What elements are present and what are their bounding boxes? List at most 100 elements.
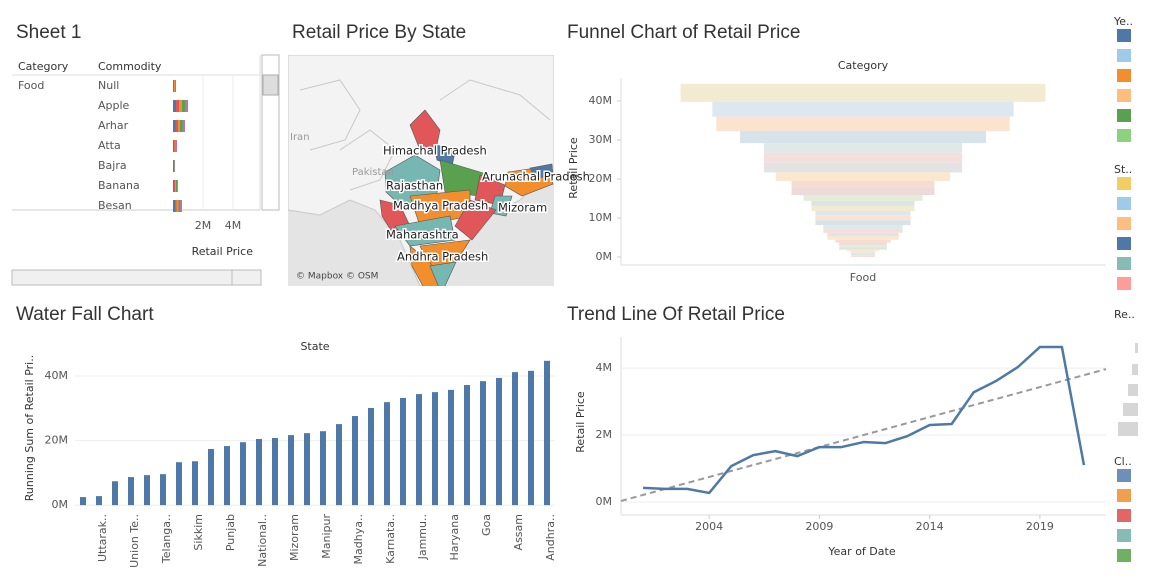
commodity-cell: Null bbox=[98, 79, 119, 92]
bar bbox=[416, 394, 422, 506]
bar bbox=[176, 462, 182, 506]
x-tick-label: 2004 bbox=[695, 520, 723, 533]
y-axis-title: Running Sum of Retail Pri.. bbox=[23, 355, 36, 501]
bar bbox=[400, 397, 406, 506]
x-tick-label: Madhya.. bbox=[352, 514, 365, 564]
bar bbox=[272, 437, 278, 506]
legend-swatch bbox=[1117, 89, 1131, 102]
bar bbox=[173, 200, 182, 212]
bar bbox=[173, 80, 176, 92]
funnel-segment bbox=[791, 180, 935, 188]
column-header: Category bbox=[18, 60, 69, 73]
commodity-cell: Bajra bbox=[98, 159, 127, 172]
funnel-segment bbox=[712, 101, 1014, 117]
map-label: Mizoram bbox=[498, 201, 547, 215]
funnel-segment bbox=[851, 253, 875, 255]
bar bbox=[288, 435, 294, 506]
commodity-cell: Arhar bbox=[98, 119, 129, 132]
x-tick-label: Uttarak.. bbox=[96, 514, 109, 562]
funnel-segment bbox=[763, 162, 963, 173]
category-label: Food bbox=[850, 271, 876, 284]
x-axis-title: Year of Date bbox=[827, 545, 895, 558]
x-tick-label: Andhra.. bbox=[544, 514, 557, 561]
scroll-thumb[interactable] bbox=[262, 74, 279, 96]
y-tick-label: 40M bbox=[589, 94, 613, 107]
funnel-segment bbox=[791, 187, 935, 195]
bar bbox=[160, 474, 166, 506]
bar bbox=[336, 424, 342, 506]
funnel-segment bbox=[823, 225, 903, 229]
map-title: Retail Price By State bbox=[292, 22, 466, 43]
legend-swatch bbox=[1117, 69, 1131, 82]
x-tick-label: Punjab bbox=[224, 514, 237, 551]
x-tick-label: Jammu.. bbox=[416, 514, 429, 560]
bar bbox=[544, 360, 550, 506]
bar bbox=[173, 180, 178, 192]
bar bbox=[320, 431, 326, 506]
x-tick-label: 2019 bbox=[1026, 520, 1054, 533]
x-tick-label: Manipur bbox=[320, 514, 333, 559]
bar bbox=[240, 442, 246, 506]
x-tick-label: Karnata.. bbox=[384, 514, 397, 564]
bar bbox=[173, 100, 188, 112]
legend-swatch bbox=[1117, 129, 1131, 142]
funnel-segment bbox=[827, 232, 899, 237]
legend-title: Ye.. bbox=[1113, 15, 1133, 28]
funnel-segment bbox=[775, 172, 951, 181]
legend-swatch bbox=[1117, 549, 1131, 562]
trend-line bbox=[620, 368, 1107, 502]
x-tick-label: Telanga.. bbox=[160, 514, 173, 564]
y-tick-label: 2M bbox=[596, 428, 613, 441]
x-tick-label: Mizoram bbox=[288, 514, 301, 561]
bar bbox=[496, 377, 502, 506]
funnel-segment bbox=[680, 83, 1046, 102]
map-label: Rajasthan bbox=[386, 179, 443, 193]
line bbox=[642, 345, 1086, 495]
x-tick-label: Sikkim bbox=[192, 514, 205, 551]
bar bbox=[304, 433, 310, 506]
legend-swatch bbox=[1117, 29, 1131, 42]
sheet-title: Sheet 1 bbox=[16, 22, 82, 43]
x-tick-label: National.. bbox=[256, 514, 269, 567]
funnel-segment bbox=[811, 200, 915, 206]
map-label: Himachal Pradesh bbox=[383, 144, 487, 158]
category-cell: Food bbox=[18, 79, 44, 92]
funnel-segment bbox=[803, 194, 923, 201]
funnel-segment bbox=[839, 247, 887, 250]
y-axis-title: Retail Price bbox=[574, 391, 587, 453]
x-tick-label: 4M bbox=[225, 219, 242, 232]
bar bbox=[144, 475, 150, 506]
legend-swatch bbox=[1117, 489, 1131, 502]
bar bbox=[352, 416, 358, 506]
legend-swatch bbox=[1117, 257, 1131, 270]
bar bbox=[112, 481, 118, 506]
bar bbox=[384, 402, 390, 506]
map-label: Arunachal Pradesh bbox=[482, 170, 590, 184]
y-axis-title: Retail Price bbox=[567, 137, 580, 199]
x-tick-label: 2M bbox=[195, 219, 212, 232]
y-tick-label: 20M bbox=[589, 172, 613, 185]
map-label: Iran bbox=[290, 132, 310, 143]
bar bbox=[448, 389, 454, 506]
chart-title: Funnel Chart of Retail Price bbox=[567, 22, 800, 43]
bar bbox=[128, 477, 134, 506]
legend-swatch bbox=[1117, 509, 1131, 522]
commodity-cell: Apple bbox=[98, 99, 130, 112]
bar bbox=[173, 120, 185, 132]
y-tick-label: 0M bbox=[596, 250, 613, 263]
funnel-segment bbox=[851, 255, 875, 258]
y-tick-label: 0M bbox=[596, 495, 613, 508]
bar bbox=[192, 461, 198, 506]
map-label: Madhya Pradesh bbox=[393, 199, 488, 213]
bar bbox=[173, 140, 178, 152]
column-header: State bbox=[300, 340, 329, 353]
h-scrollbar[interactable] bbox=[11, 269, 262, 286]
legend-title: St.. bbox=[1114, 163, 1132, 176]
bar bbox=[528, 370, 534, 506]
map-states bbox=[379, 109, 554, 286]
column-header: Category bbox=[838, 59, 889, 72]
legend-swatch bbox=[1117, 217, 1131, 230]
column-header: Commodity bbox=[98, 60, 162, 73]
legend-swatch bbox=[1117, 237, 1131, 250]
chart-title: Water Fall Chart bbox=[16, 304, 154, 325]
